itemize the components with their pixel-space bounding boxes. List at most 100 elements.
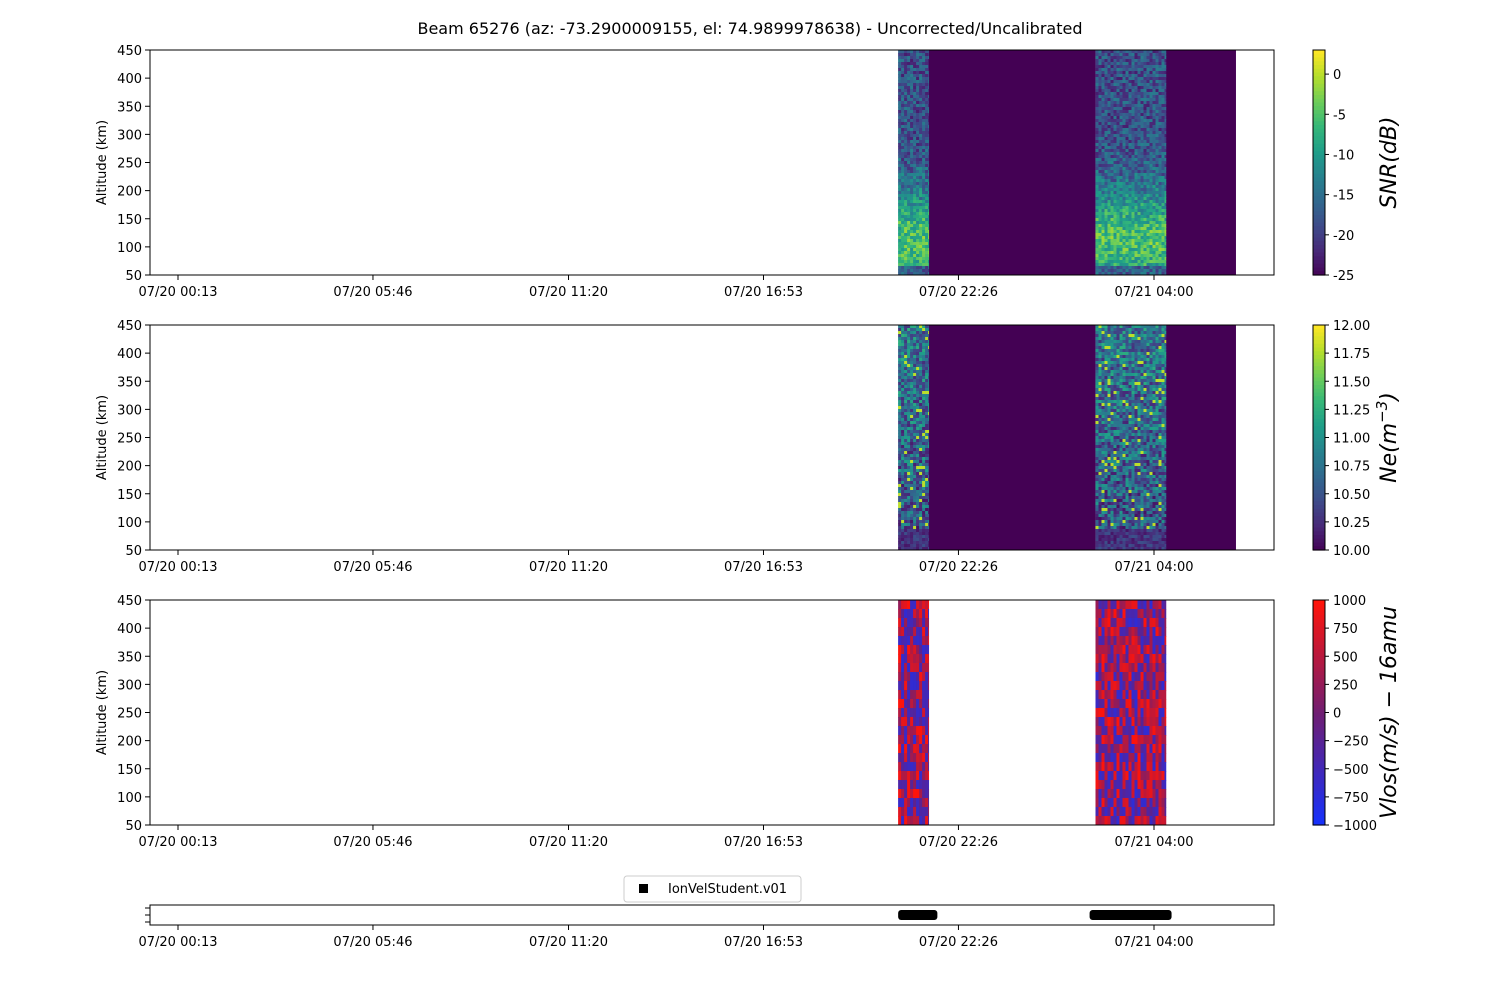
ne-colorbar-segment <box>1313 437 1325 442</box>
vlos-colorbar-segment <box>1313 697 1325 702</box>
vlos-colorbar-segment <box>1313 618 1325 624</box>
snr-colorbar-segment <box>1313 106 1325 111</box>
snr-colorbar-segment <box>1313 68 1325 74</box>
snr-colorbar-frame <box>1312 49 1326 276</box>
vlos-colorbar-segment <box>1313 768 1325 774</box>
snr-colorbar-segment <box>1313 95 1325 100</box>
vlos-colorbar-segment <box>1313 795 1325 800</box>
ne-xtick-label: 07/21 04:00 <box>1114 560 1193 575</box>
snr-xtick-label: 07/20 11:20 <box>529 285 608 300</box>
snr-colorbar-segment <box>1313 200 1325 205</box>
ne-colorbar-segment <box>1313 336 1325 341</box>
ne-colorbar-segment <box>1313 471 1325 476</box>
snr-colorbar-tick-label: -25 <box>1333 269 1354 284</box>
snr-colorbar-segment <box>1313 121 1325 126</box>
ne-colorbar-segment <box>1313 362 1325 367</box>
vlos-ytick-label: 100 <box>117 791 142 806</box>
snr-xtick-label: 07/21 04:00 <box>1114 285 1193 300</box>
vlos-colorbar-tick-label: 750 <box>1333 622 1358 637</box>
ne-colorbar-segment <box>1313 538 1325 544</box>
snr-ytick-label: 450 <box>117 44 142 59</box>
ne-xtick-label: 07/20 05:46 <box>333 560 412 575</box>
snr-colorbar-segment <box>1313 98 1325 104</box>
ne-colorbar-segment <box>1313 347 1325 352</box>
panels: 50 100 150 200 250 300 350 400 450 Altitude (km) 0… <box>95 44 1402 950</box>
vlos-colorbar-segment <box>1313 682 1325 687</box>
snr-ytick-label: 350 <box>117 100 142 115</box>
ne-colorbar-tick-label: 10.00 <box>1333 544 1370 559</box>
snr-colorbar-segment <box>1313 61 1325 66</box>
vlos-colorbar-segment <box>1313 663 1325 669</box>
ne-colorbar-segment <box>1313 486 1325 491</box>
ne-fill-block <box>1165 325 1236 550</box>
snr-colorbar-segment <box>1313 128 1325 134</box>
ne-colorbar-segment <box>1313 403 1325 409</box>
snr-colorbar-segment <box>1313 245 1325 250</box>
ne-colorbar-segment <box>1313 505 1325 510</box>
vlos-ytick-label: 450 <box>117 594 142 609</box>
ne-colorbar-segment <box>1313 325 1325 330</box>
vlos-colorbar-segment <box>1313 772 1325 777</box>
snr-data-block <box>1095 50 1167 276</box>
vlos-colorbar-segment <box>1313 810 1325 815</box>
vlos-ytick-label: 50 <box>125 819 142 834</box>
vlos-ytick-label: 400 <box>117 622 142 637</box>
vlos-colorbar-segment <box>1313 776 1325 781</box>
vlos-colorbar-tick-label: 1000 <box>1333 594 1366 609</box>
vlos-data-block <box>1095 600 1167 826</box>
vlos-ytick-label: 200 <box>117 735 142 750</box>
vlos-colorbar-segment <box>1313 817 1325 822</box>
ne-colorbar-tick-label: 11.75 <box>1333 347 1370 362</box>
ne-colorbar-segment <box>1313 426 1325 431</box>
snr-colorbar-segment <box>1313 136 1325 141</box>
vlos-ytick-label: 250 <box>117 707 142 722</box>
ne-ytick-label: 450 <box>117 319 142 334</box>
vlos-colorbar-segment <box>1313 727 1325 732</box>
vlos-colorbar-segment <box>1313 656 1325 661</box>
snr-colorbar-segment <box>1313 162 1325 167</box>
ne-colorbar-segment <box>1313 433 1325 439</box>
snr-ytick-label: 100 <box>117 241 142 256</box>
snr-colorbar-segment <box>1313 158 1325 164</box>
snr-colorbar-segment <box>1313 65 1325 70</box>
snr-xtick-label: 07/20 16:53 <box>724 285 803 300</box>
vlos-xtick-label: 07/20 16:53 <box>724 835 803 850</box>
coverage-xtick-label: 07/20 05:46 <box>333 935 412 950</box>
snr-colorbar-segment <box>1313 50 1325 55</box>
legend-marker <box>639 884 648 893</box>
vlos-colorbar-segment <box>1313 603 1325 609</box>
vlos-colorbar-segment <box>1313 802 1325 807</box>
vlos-colorbar-segment <box>1313 716 1325 721</box>
snr-ytick-label: 300 <box>117 128 142 143</box>
snr-colorbar-segment <box>1313 53 1325 59</box>
vlos-colorbar-segment <box>1313 690 1325 695</box>
vlos-colorbar-tick-label: −1000 <box>1333 819 1377 834</box>
vlos-xtick-label: 07/20 11:20 <box>529 835 608 850</box>
coverage-xtick-label: 07/20 22:26 <box>919 935 998 950</box>
ne-colorbar-segment <box>1313 392 1325 397</box>
ne-colorbar-segment <box>1313 497 1325 502</box>
vlos-colorbar-segment <box>1313 731 1325 736</box>
snr-ytick-label: 250 <box>117 157 142 172</box>
ne-ylabel: Altitude (km) <box>95 395 110 480</box>
ne-colorbar-tick-label: 11.00 <box>1333 432 1370 447</box>
vlos-colorbar-segment <box>1313 757 1325 762</box>
vlos-colorbar-segment <box>1313 667 1325 672</box>
ne-colorbar-segment <box>1313 411 1325 416</box>
vlos-colorbar-segment <box>1313 780 1325 785</box>
snr-colorbar-segment <box>1313 155 1325 160</box>
ne-ytick-label: 400 <box>117 347 142 362</box>
vlos-ytick-label: 350 <box>117 650 142 665</box>
coverage-xtick-label: 07/20 00:13 <box>138 935 217 950</box>
vlos-colorbar-segment <box>1313 633 1325 639</box>
ne-ytick-label: 50 <box>125 544 142 559</box>
ne-ytick-label: 300 <box>117 403 142 418</box>
snr-colorbar-tick-label: -10 <box>1333 148 1354 163</box>
ne-xtick-label: 07/20 11:20 <box>529 560 608 575</box>
snr-colorbar-segment <box>1313 181 1325 186</box>
vlos-colorbar-tick-label: 0 <box>1333 707 1341 722</box>
vlos-xtick-label: 07/20 05:46 <box>333 835 412 850</box>
vlos-colorbar-segment <box>1313 693 1325 699</box>
vlos-colorbar-segment <box>1313 746 1325 751</box>
ne-xtick-label: 07/20 22:26 <box>919 560 998 575</box>
